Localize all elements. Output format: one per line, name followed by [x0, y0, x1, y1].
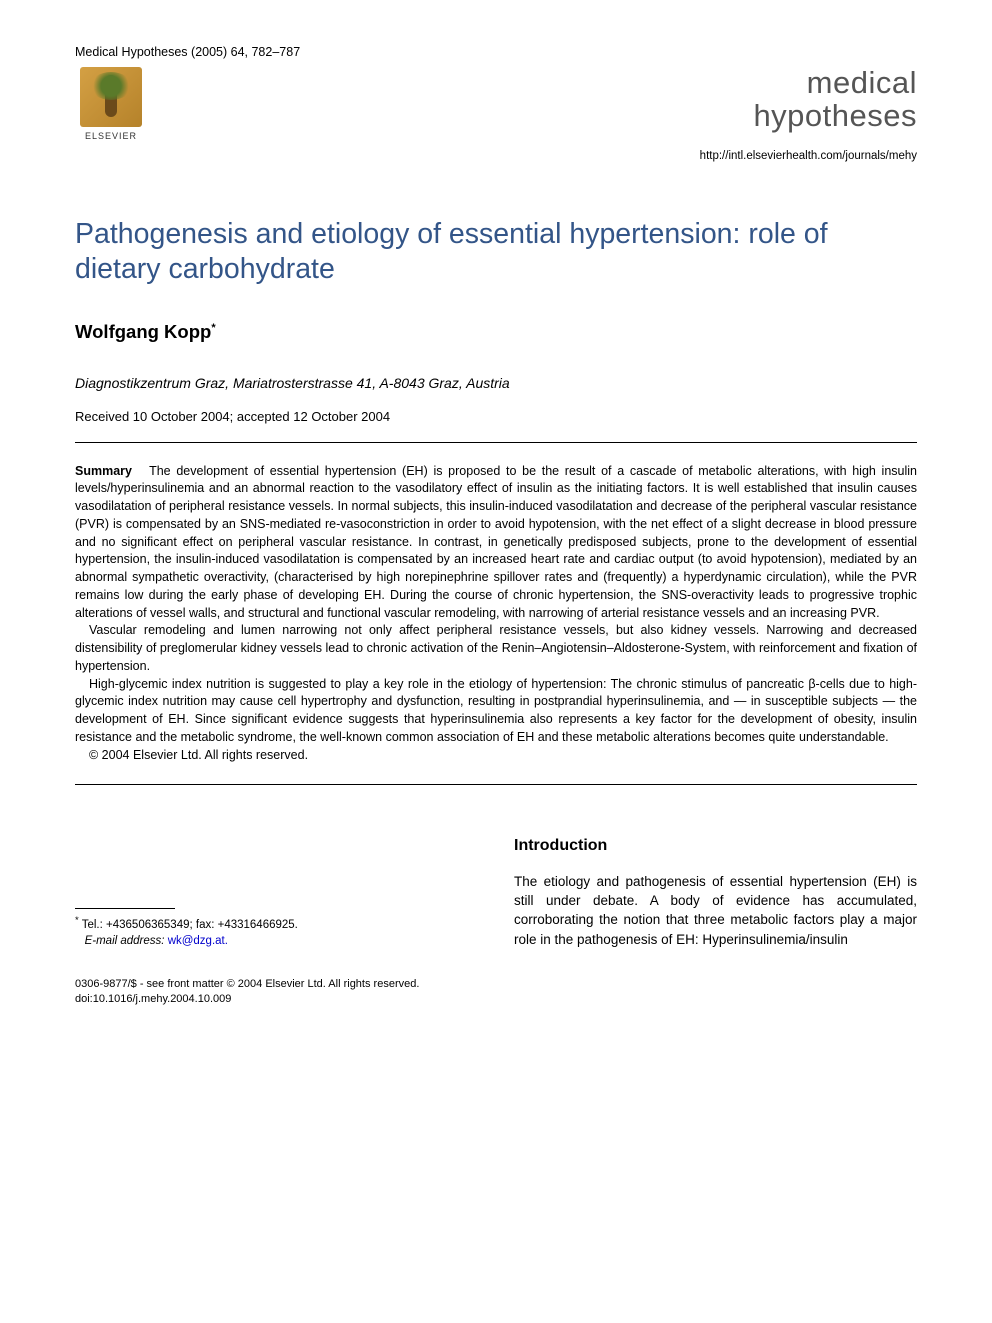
page-footer: 0306-9877/$ - see front matter © 2004 El…: [75, 977, 917, 1008]
journal-name-line1: medical: [700, 67, 917, 100]
author-name: Wolfgang Kopp*: [75, 321, 917, 343]
footnote-rule: [75, 908, 175, 909]
section-heading-introduction: Introduction: [514, 835, 917, 858]
summary-p2: Vascular remodeling and lumen narrowing …: [75, 622, 917, 675]
summary-block: Summary The development of essential hyp…: [75, 463, 917, 765]
rule-top: [75, 442, 917, 443]
footer-line1: 0306-9877/$ - see front matter © 2004 El…: [75, 977, 917, 992]
journal-url[interactable]: http://intl.elsevierhealth.com/journals/…: [700, 150, 917, 162]
footnote: * Tel.: +436506365349; fax: +43316466925…: [75, 914, 478, 949]
email-label: E-mail address:: [85, 935, 165, 947]
two-column-body: * Tel.: +436506365349; fax: +43316466925…: [75, 835, 917, 948]
affiliation: Diagnostikzentrum Graz, Mariatrosterstra…: [75, 375, 917, 391]
logo-row: ELSEVIER medical hypotheses http://intl.…: [75, 67, 917, 162]
left-column: * Tel.: +436506365349; fax: +43316466925…: [75, 835, 478, 948]
footnote-contact: Tel.: +436506365349; fax: +43316466925.: [82, 919, 298, 931]
author-email[interactable]: wk@dzg.at.: [168, 935, 228, 947]
article-title: Pathogenesis and etiology of essential h…: [75, 217, 917, 287]
publisher-logo: ELSEVIER: [75, 67, 147, 147]
elsevier-tree-icon: [80, 67, 142, 127]
footer-line2: doi:10.1016/j.mehy.2004.10.009: [75, 992, 917, 1007]
summary-p3: High-glycemic index nutrition is suggest…: [75, 676, 917, 747]
article-dates: Received 10 October 2004; accepted 12 Oc…: [75, 409, 917, 424]
journal-name-line2: hypotheses: [700, 100, 917, 133]
right-column: Introduction The etiology and pathogenes…: [514, 835, 917, 948]
publisher-name: ELSEVIER: [85, 131, 137, 141]
author-text: Wolfgang Kopp: [75, 321, 211, 342]
footnote-marker: *: [75, 915, 79, 926]
summary-copyright: © 2004 Elsevier Ltd. All rights reserved…: [75, 747, 917, 765]
citation-line: Medical Hypotheses (2005) 64, 782–787: [75, 45, 300, 59]
intro-paragraph: The etiology and pathogenesis of essenti…: [514, 872, 917, 949]
author-marker: *: [211, 321, 215, 333]
journal-brand: medical hypotheses http://intl.elsevierh…: [700, 67, 917, 162]
summary-p1: The development of essential hypertensio…: [75, 464, 917, 620]
summary-label: Summary: [75, 464, 132, 478]
rule-bottom: [75, 784, 917, 785]
